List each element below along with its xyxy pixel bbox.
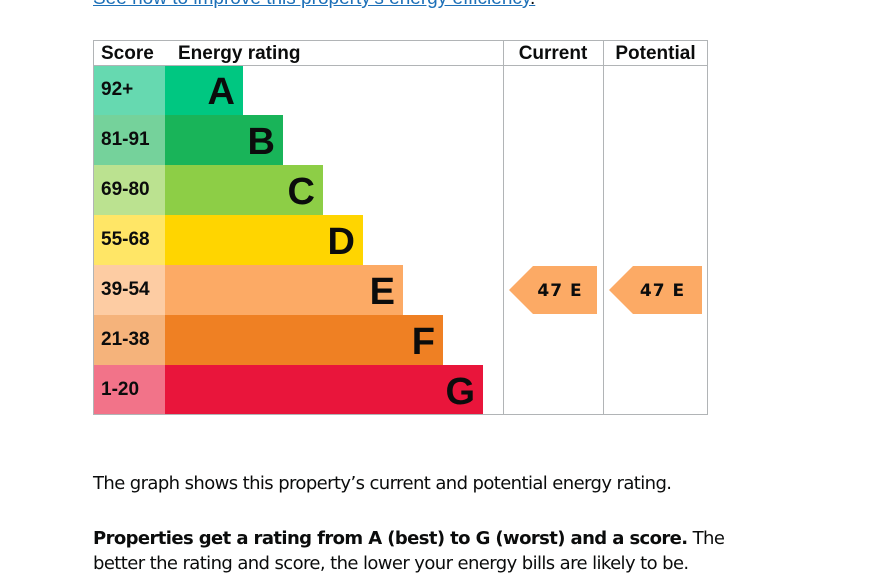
band-bar-a xyxy=(165,65,243,115)
score-range-d: 55-68 xyxy=(101,229,150,250)
score-range-g: 1-20 xyxy=(101,379,139,400)
potential-rating-label: 47 E xyxy=(640,281,685,301)
improve-efficiency-link[interactable]: See how to improve this property's energ… xyxy=(93,0,535,10)
current-rating-arrow xyxy=(509,266,597,314)
score-cell-g xyxy=(93,365,165,415)
header-energy-rating: Energy rating xyxy=(178,43,300,64)
rating-explanation-bold: Properties get a rating from A (best) to… xyxy=(93,528,688,549)
band-bar-e xyxy=(165,265,403,315)
score-cell-f xyxy=(93,315,165,365)
band-bar-g xyxy=(165,365,483,415)
band-bar-f xyxy=(165,315,443,365)
band-letter-c: C xyxy=(288,171,315,213)
score-range-f: 21-38 xyxy=(101,329,150,350)
band-letter-e: E xyxy=(370,271,395,313)
score-cell-e xyxy=(93,265,165,315)
band-letter-f: F xyxy=(412,321,435,363)
band-bar-d xyxy=(165,215,363,265)
band-letter-b: B xyxy=(248,121,275,163)
score-range-c: 69-80 xyxy=(101,179,150,200)
link-period: . xyxy=(530,0,535,9)
graph-description: The graph shows this property’s current … xyxy=(93,473,672,494)
header-score: Score xyxy=(101,43,154,64)
score-range-a: 92+ xyxy=(101,79,133,100)
energy-rating-chart: 92+ A 81-91 B 69-80 C 55-68 D 39-54 E 21-38 F 1-20 G S… xyxy=(93,40,708,415)
score-cell-c xyxy=(93,165,165,215)
band-letter-d: D xyxy=(328,221,355,263)
band-bar-b xyxy=(165,115,283,165)
band-letter-a: A xyxy=(208,71,235,113)
improve-efficiency-link-text[interactable]: See how to improve this property's energ… xyxy=(93,0,530,9)
score-range-b: 81-91 xyxy=(101,129,150,150)
score-cell-d xyxy=(93,215,165,265)
potential-rating-arrow xyxy=(609,266,702,314)
band-letter-g: G xyxy=(445,371,475,413)
score-cell-b xyxy=(93,115,165,165)
header-potential: Potential xyxy=(615,43,695,64)
current-rating-label: 47 E xyxy=(537,281,582,301)
chart-border xyxy=(93,40,708,415)
band-bar-c xyxy=(165,165,323,215)
score-range-e: 39-54 xyxy=(101,279,150,300)
score-cell-a xyxy=(93,65,165,115)
header-current: Current xyxy=(519,43,588,64)
rating-explanation: Properties get a rating from A (best) to… xyxy=(93,526,733,576)
